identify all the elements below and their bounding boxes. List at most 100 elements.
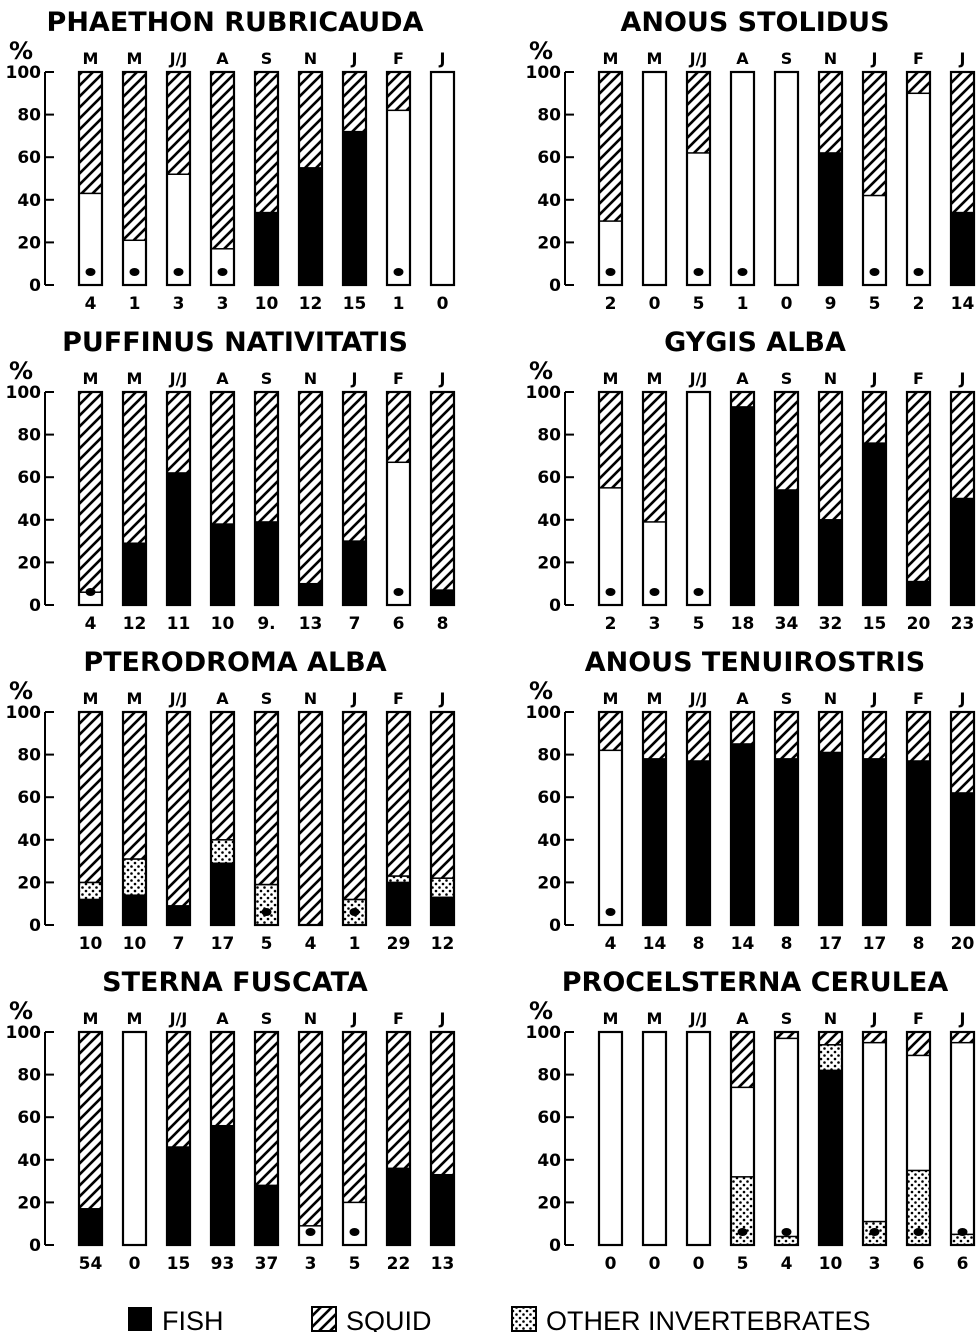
- sample-size-label: 54: [79, 1254, 103, 1274]
- bar-segment-fish: [255, 1185, 278, 1245]
- month-label: A: [736, 49, 749, 68]
- sample-size-label: 20: [907, 614, 931, 634]
- bar-segment-squid: [950, 711, 975, 794]
- bar-outline: [429, 710, 456, 927]
- month-label: A: [216, 1009, 229, 1028]
- sample-size-label: 6: [913, 1254, 925, 1274]
- bar-segment-fish: [951, 212, 974, 285]
- bar-outline: [773, 1030, 800, 1247]
- bar-outline: [297, 710, 324, 927]
- bar-segment-squid: [730, 391, 755, 408]
- bar-background: [907, 72, 930, 285]
- sample-size-label: 13: [431, 1254, 455, 1274]
- legend-squid: SQUID: [311, 1306, 432, 1332]
- bar-segment-squid: [386, 1031, 411, 1170]
- month-label: M: [127, 689, 143, 708]
- month-label: F: [913, 49, 924, 68]
- bar-segment-fish: [299, 167, 322, 285]
- y-tick-label: 80: [537, 746, 561, 766]
- y-tick-label: 40: [537, 831, 561, 851]
- bar-outline: [297, 390, 324, 607]
- y-axis-label: %: [529, 37, 553, 65]
- bar-segment-squid: [774, 391, 799, 491]
- month-label: J: [439, 49, 446, 68]
- month-label: N: [304, 369, 317, 388]
- month-label: S: [781, 49, 793, 68]
- bar-background: [775, 72, 798, 285]
- y-tick-label: 60: [17, 468, 41, 488]
- bar-outline: [861, 390, 888, 607]
- sample-size-label: 13: [299, 614, 323, 634]
- bar-outline: [297, 70, 324, 287]
- month-label: F: [913, 369, 924, 388]
- bar-segment-other: [774, 1235, 799, 1246]
- sample-size-label: 15: [167, 1254, 191, 1274]
- bar-outline: [209, 1030, 236, 1247]
- month-label: J: [351, 49, 358, 68]
- chart-title: ANOUS STOLIDUS: [620, 7, 889, 38]
- sample-size-label: 18: [731, 614, 755, 634]
- sample-size-label: 93: [211, 1254, 235, 1274]
- bar-segment-squid: [298, 711, 323, 926]
- bar-outline: [597, 1030, 624, 1247]
- bar-segment-squid: [818, 391, 843, 521]
- bar-segment-fish: [731, 743, 754, 925]
- y-tick-label: 100: [6, 703, 42, 723]
- sample-size-label: 20: [951, 934, 975, 954]
- month-label: M: [127, 49, 143, 68]
- month-label: J: [871, 369, 878, 388]
- sample-size-label: 5: [693, 294, 705, 314]
- legend: FISH SQUID OTHER INVERTEBRATES: [128, 1306, 871, 1332]
- sample-size-label: 15: [863, 614, 887, 634]
- bar-segment-other: [78, 881, 103, 901]
- month-label: A: [736, 369, 749, 388]
- sample-size-label: 22: [387, 1254, 411, 1274]
- month-label: M: [603, 369, 619, 388]
- month-label: S: [261, 49, 273, 68]
- bar-outline: [121, 70, 148, 287]
- month-label: F: [393, 689, 404, 708]
- sample-size-label: 4: [85, 614, 97, 634]
- bar-outline: [949, 710, 976, 927]
- bar-segment-fish: [387, 882, 410, 925]
- month-label: M: [83, 49, 99, 68]
- legend-other-label: OTHER INVERTEBRATES: [546, 1306, 871, 1332]
- month-label: N: [304, 1009, 317, 1028]
- bar-segment-fish: [951, 792, 974, 925]
- month-label: J/J: [169, 49, 188, 68]
- y-tick-label: 40: [537, 191, 561, 211]
- bar-segment-fish: [863, 443, 886, 605]
- bar-segment-fish: [387, 1168, 410, 1245]
- bar-segment-fish: [643, 758, 666, 925]
- bar-segment-squid: [598, 71, 623, 222]
- y-tick-label: 80: [537, 106, 561, 126]
- bar-outline: [385, 390, 412, 607]
- sample-size-label: 4: [305, 934, 317, 954]
- bar-segment-fish: [431, 897, 454, 925]
- bar-segment-squid: [78, 1031, 103, 1210]
- sample-size-label: 14: [731, 934, 755, 954]
- bar-segment-fish: [863, 758, 886, 925]
- trace-marker: [129, 268, 140, 276]
- sample-size-label: 12: [431, 934, 455, 954]
- y-tick-label: 100: [526, 703, 562, 723]
- bar-segment-squid: [298, 391, 323, 585]
- trace-marker: [349, 908, 360, 916]
- sample-size-label: 1: [129, 294, 141, 314]
- y-tick-label: 60: [537, 468, 561, 488]
- bar-outline: [429, 390, 456, 607]
- y-axis-label: %: [529, 357, 553, 385]
- trace-marker: [869, 268, 880, 276]
- bar-segment-squid: [254, 1031, 279, 1187]
- y-axis-label: %: [529, 997, 553, 1025]
- bar-outline: [641, 390, 668, 607]
- bar-segment-squid: [122, 391, 147, 544]
- month-label: M: [83, 689, 99, 708]
- y-tick-label: 40: [537, 1151, 561, 1171]
- bar-segment-squid: [818, 711, 843, 754]
- y-axis-label: %: [9, 357, 33, 385]
- sample-size-label: 37: [255, 1254, 279, 1274]
- bar-segment-squid: [818, 71, 843, 154]
- bar-outline: [77, 70, 104, 287]
- y-tick-label: 80: [17, 1066, 41, 1086]
